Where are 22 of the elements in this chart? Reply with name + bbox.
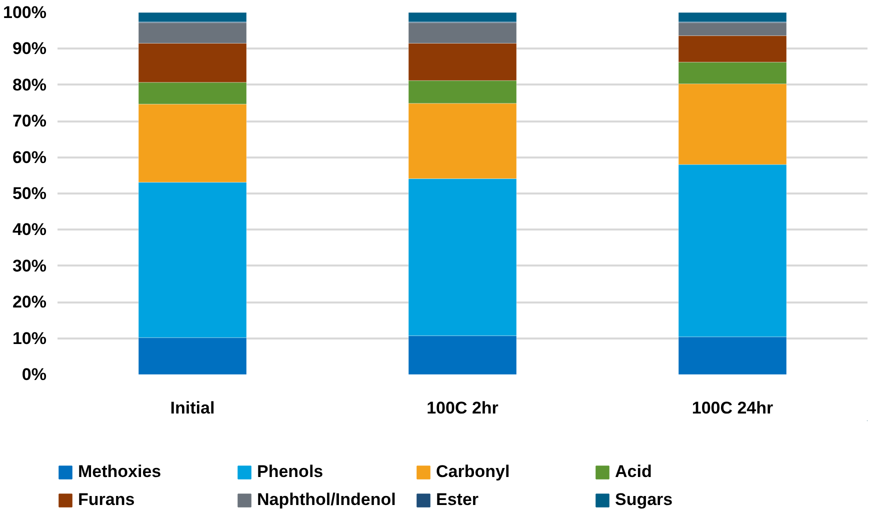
- y-tick-label: 50%: [12, 184, 47, 203]
- y-tick-label: 40%: [12, 220, 47, 240]
- x-tick-label: Initial: [170, 398, 215, 418]
- x-tick-label: 100C 2hr: [426, 398, 499, 418]
- legend-label: Sugars: [615, 490, 674, 510]
- y-tick-label: 100%: [3, 3, 47, 22]
- y-tick-label: 60%: [12, 148, 47, 167]
- x-tick-label: 100C 24hr: [692, 398, 774, 418]
- legend-label: Naphthol/Indenol: [257, 490, 397, 510]
- y-tick-label: 90%: [12, 39, 47, 58]
- y-tick-label: 70%: [12, 112, 47, 131]
- legend-label: Methoxies: [78, 462, 162, 482]
- legend-label: Acid: [615, 462, 653, 482]
- legend-label: Phenols: [257, 462, 324, 482]
- y-tick-label: 0%: [22, 365, 47, 384]
- legend-label: Furans: [78, 490, 136, 510]
- y-tick-label: 30%: [12, 256, 47, 276]
- legend-label: Carbonyl: [436, 462, 511, 482]
- y-tick-label: 10%: [12, 328, 47, 348]
- y-tick-label: 80%: [12, 75, 47, 94]
- y-tick-label: 20%: [12, 292, 47, 312]
- legend-label: Ester: [436, 490, 480, 510]
